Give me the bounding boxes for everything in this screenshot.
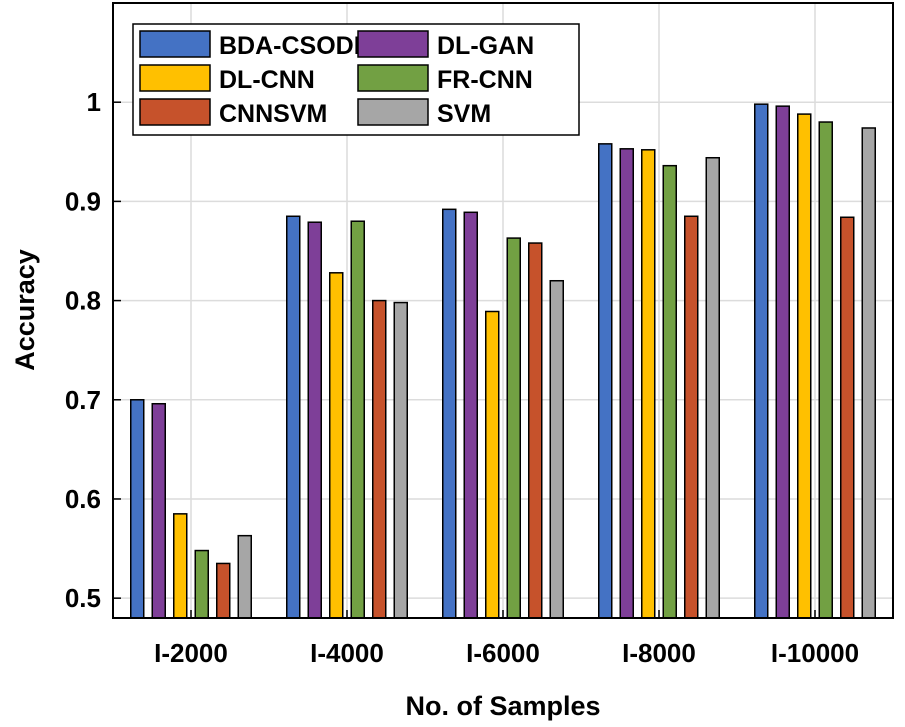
bar-fr-cnn-i-10000 — [818, 121, 833, 619]
bar-svm-i-10000 — [861, 127, 876, 619]
legend-swatch-fr-cnn — [357, 64, 429, 92]
legend-label-fr-cnn: FR-CNN — [437, 66, 533, 94]
legend-swatch-dl-cnn — [139, 64, 211, 92]
bar-bda-csodl-i-2000 — [130, 399, 145, 619]
bar-dl-gan-i-8000 — [619, 148, 634, 619]
y-axis-ticks: 0.5 0.6 0.7 0.8 0.9 1 — [65, 87, 121, 613]
bar-dl-cnn-i-8000 — [641, 149, 656, 619]
legend-label-bda-csodl: BDA-CSODL — [219, 32, 369, 60]
bar-bda-csodl-i-10000 — [754, 103, 769, 619]
x-tick-label: I-10000 — [771, 638, 859, 668]
bar-fr-cnn-i-6000 — [506, 237, 521, 619]
bar-dl-gan-i-2000 — [151, 402, 166, 619]
x-axis-label: No. of Samples — [405, 691, 600, 721]
bar-dl-cnn-i-10000 — [797, 113, 812, 619]
bar-cnnsvm-i-8000 — [684, 215, 699, 619]
y-tick-label: 0.6 — [65, 484, 101, 514]
x-tick-label: I-6000 — [466, 638, 540, 668]
bar-svm-i-8000 — [705, 156, 720, 619]
legend-label-svm: SVM — [437, 100, 491, 128]
bar-bda-csodl-i-4000 — [286, 215, 301, 619]
x-tick-label: I-8000 — [622, 638, 696, 668]
bar-fr-cnn-i-4000 — [350, 220, 365, 619]
y-tick-label: 1 — [87, 87, 101, 117]
bar-dl-gan-i-6000 — [463, 211, 478, 619]
x-tick-label: I-2000 — [154, 638, 228, 668]
y-tick-label: 0.7 — [65, 385, 101, 415]
bar-dl-cnn-i-4000 — [329, 272, 344, 619]
legend-label-dl-cnn: DL-CNN — [219, 66, 315, 94]
bar-cnnsvm-i-10000 — [840, 216, 855, 619]
y-tick-label: 0.5 — [65, 583, 101, 613]
y-tick-label: 0.8 — [65, 286, 101, 316]
bar-cnnsvm-i-2000 — [216, 562, 231, 619]
bar-svm-i-4000 — [393, 301, 408, 619]
bar-dl-cnn-i-2000 — [173, 513, 188, 619]
bar-svm-i-2000 — [237, 534, 252, 619]
bar-bda-csodl-i-6000 — [442, 208, 457, 619]
y-axis-label: Accuracy — [10, 249, 40, 371]
bar-bda-csodl-i-8000 — [598, 143, 613, 619]
bar-fr-cnn-i-8000 — [662, 164, 677, 619]
bar-svm-i-6000 — [549, 279, 564, 619]
legend-label-dl-gan: DL-GAN — [437, 32, 534, 60]
bar-dl-cnn-i-6000 — [485, 310, 500, 619]
bar-dl-gan-i-4000 — [307, 221, 322, 619]
y-tick-label: 0.9 — [65, 186, 101, 216]
legend-swatch-svm — [357, 98, 429, 126]
bar-cnnsvm-i-4000 — [372, 299, 387, 619]
legend-swatch-dl-gan — [357, 30, 429, 58]
legend: BDA-CSODL DL-GAN DL-CNN FR-CNN CNNSVM SVM — [132, 23, 580, 136]
legend-label-cnnsvm: CNNSVM — [219, 100, 327, 128]
legend-swatch-cnnsvm — [139, 98, 211, 126]
bar-dl-gan-i-10000 — [775, 105, 790, 619]
x-axis-ticks: I-2000 I-4000 I-6000 I-8000 I-10000 — [154, 610, 859, 668]
x-tick-label: I-4000 — [310, 638, 384, 668]
bar-fr-cnn-i-2000 — [194, 549, 209, 619]
legend-swatch-bda-csodl — [139, 30, 211, 58]
bar-cnnsvm-i-6000 — [528, 242, 543, 619]
